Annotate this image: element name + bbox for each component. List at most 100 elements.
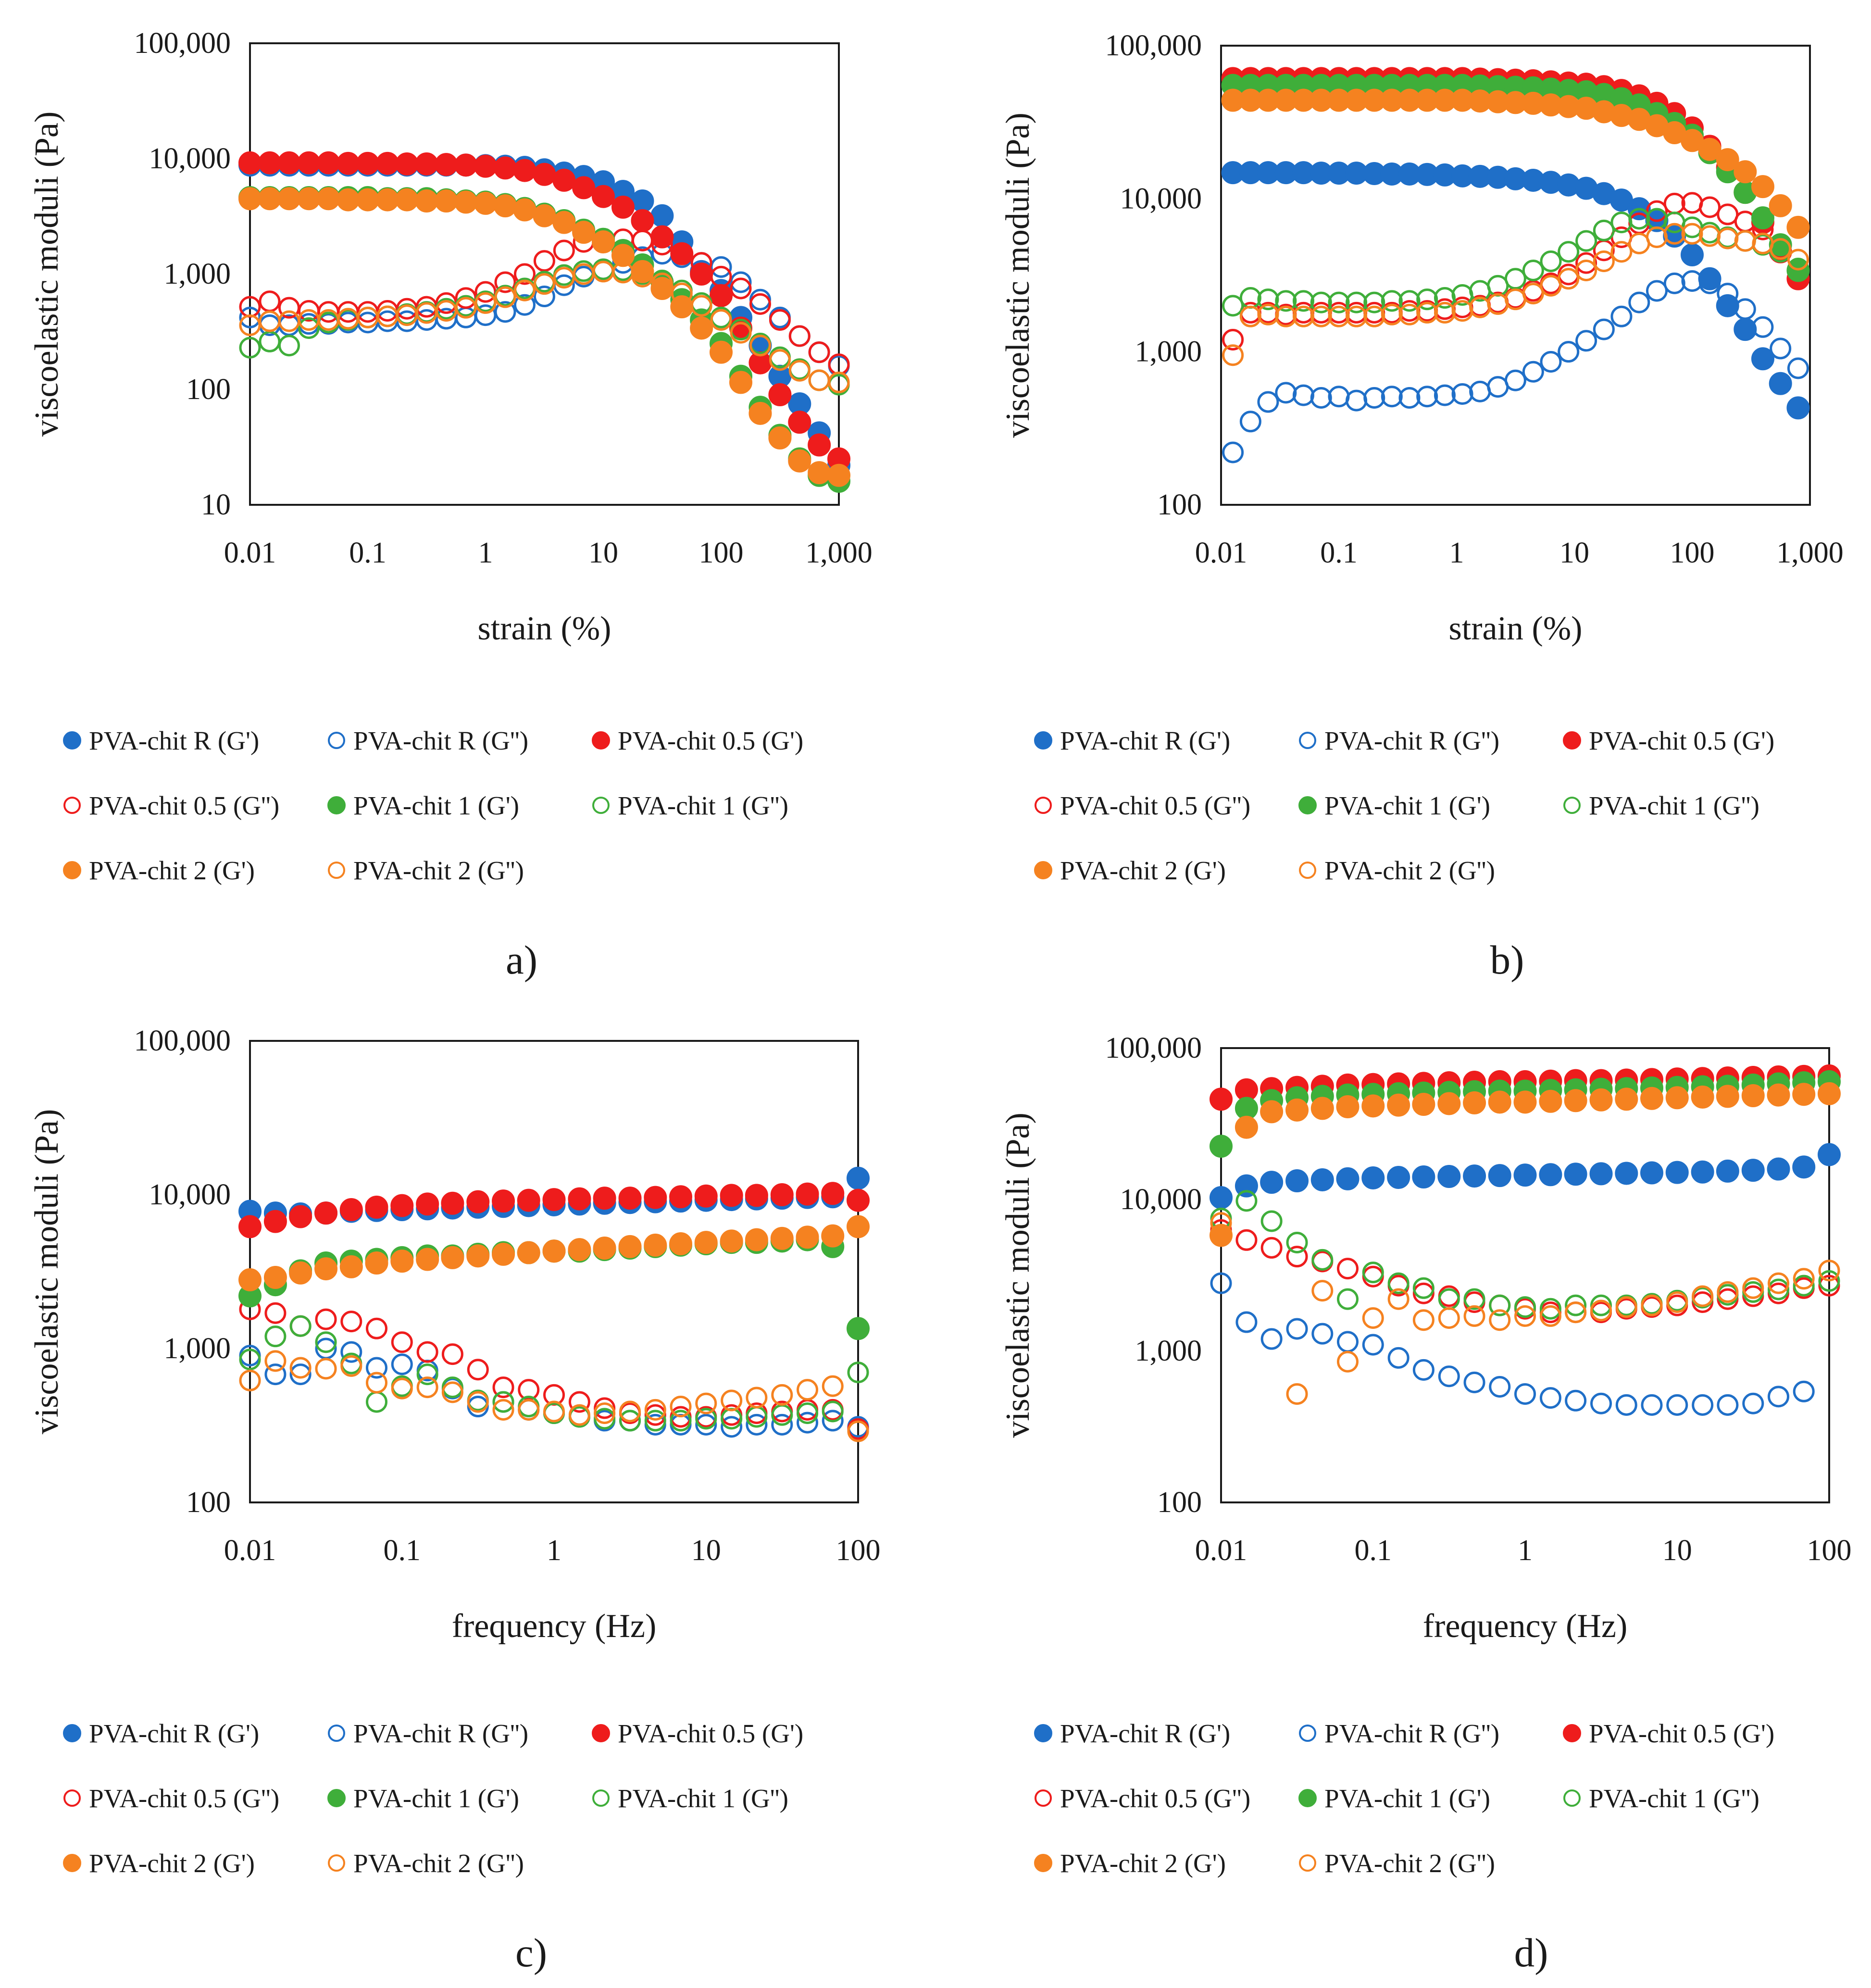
x-tick-label: 0.01 <box>1195 1534 1247 1567</box>
series-8 <box>1210 1212 1840 1405</box>
legend-marker <box>1299 1854 1316 1872</box>
data-point <box>1610 305 1633 327</box>
legend-entry: PVA-chit 0.5 (G') <box>1589 726 1774 755</box>
data-point <box>1336 1095 1360 1118</box>
data-point <box>1793 1380 1815 1402</box>
data-point <box>1398 387 1421 409</box>
data-point <box>466 1190 490 1213</box>
x-tick-label: 10 <box>1662 1534 1692 1567</box>
data-point <box>1416 301 1438 324</box>
data-point <box>631 265 653 288</box>
data-point <box>365 1372 387 1394</box>
data-point <box>441 1246 464 1269</box>
data-point <box>277 151 301 175</box>
data-point <box>1222 344 1244 366</box>
legend-marker <box>1299 1725 1316 1742</box>
data-point <box>264 1350 287 1372</box>
data-point <box>1257 288 1279 311</box>
data-point <box>297 151 321 175</box>
data-point <box>1489 1294 1511 1316</box>
legend-marker <box>592 1724 610 1742</box>
data-point <box>650 225 674 249</box>
data-point <box>721 1389 743 1412</box>
data-point <box>1235 1174 1258 1198</box>
data-point <box>1310 1168 1334 1191</box>
legend: PVA-chit R (G') PVA-chit R (G'') PVA-chit … <box>63 1719 803 1878</box>
data-point <box>690 316 713 340</box>
data-point <box>1346 291 1368 313</box>
data-point <box>1412 1282 1434 1304</box>
data-point <box>289 1357 312 1379</box>
data-point <box>1489 1309 1511 1331</box>
data-point <box>822 1400 844 1423</box>
data-point <box>1260 1171 1284 1194</box>
data-point <box>533 250 555 272</box>
data-point <box>1412 1277 1434 1299</box>
data-point <box>847 1166 870 1190</box>
data-point <box>1336 1288 1359 1310</box>
data-point <box>1699 196 1721 218</box>
data-point <box>365 1357 387 1379</box>
data-point <box>1589 1088 1613 1112</box>
series-2 <box>1210 1272 1815 1416</box>
x-tick-label: 0.01 <box>224 1534 276 1567</box>
y-tick-label: 10,000 <box>1120 1183 1202 1216</box>
data-point <box>1362 1334 1384 1356</box>
data-point <box>1210 1186 1233 1209</box>
legend-entry: PVA-chit 0.5 (G'') <box>1060 791 1250 820</box>
data-point <box>572 221 596 244</box>
data-point <box>492 1399 514 1421</box>
data-point <box>1716 1085 1739 1108</box>
data-point <box>315 1358 337 1380</box>
data-point <box>594 1408 616 1430</box>
legend-marker <box>327 796 346 814</box>
data-point <box>1575 252 1597 274</box>
data-point <box>395 152 419 175</box>
data-point <box>1438 1365 1460 1388</box>
legend-marker <box>63 1724 81 1742</box>
data-point <box>1514 1296 1536 1318</box>
data-point <box>415 152 438 175</box>
data-point <box>1787 249 1809 271</box>
data-point <box>416 1376 438 1399</box>
legend-entry: PVA-chit 2 (G') <box>1060 1849 1226 1878</box>
data-point <box>1328 305 1350 327</box>
data-point <box>1210 1272 1232 1294</box>
data-point <box>1565 1294 1587 1316</box>
data-point <box>1328 291 1350 313</box>
chart-panel-3: 0.01 0.1 1 10 100 100 1,000 10,000 100,000 freque… <box>28 1025 881 1975</box>
data-point <box>1734 160 1757 184</box>
legend-entry: PVA-chit R (G'') <box>353 726 528 755</box>
data-point <box>788 411 811 434</box>
data-point <box>1362 1262 1384 1284</box>
data-point <box>1792 1083 1816 1106</box>
panel-label: a) <box>506 938 537 983</box>
y-axis-title: viscoelastic moduli (Pa) <box>28 112 65 437</box>
legend-entry: PVA-chit 2 (G') <box>1060 856 1226 885</box>
data-point <box>1641 1394 1663 1416</box>
data-point <box>1310 291 1332 313</box>
legend-marker <box>63 797 81 814</box>
data-point <box>533 273 555 295</box>
panel-label: b) <box>1490 938 1524 983</box>
legend-entry: PVA-chit 2 (G'') <box>1324 856 1495 885</box>
data-point <box>298 317 320 339</box>
data-point <box>618 1235 642 1258</box>
data-point <box>517 1241 540 1264</box>
x-tick-label: 1 <box>1449 537 1464 569</box>
data-point <box>317 151 340 175</box>
x-tick-label: 0.01 <box>1195 537 1247 569</box>
series-1 <box>1210 1143 1841 1209</box>
data-point <box>618 1187 642 1210</box>
data-point <box>474 292 497 314</box>
data-point <box>788 325 811 347</box>
data-point <box>1239 305 1261 327</box>
y-tick-label: 1,000 <box>164 1332 231 1365</box>
legend-marker <box>1034 731 1052 750</box>
data-point <box>1437 1092 1461 1115</box>
data-point <box>356 188 379 212</box>
data-point <box>1564 1089 1587 1113</box>
y-tick-label: 100 <box>1157 488 1202 521</box>
data-point <box>1792 1155 1816 1179</box>
data-point <box>1336 1167 1360 1190</box>
